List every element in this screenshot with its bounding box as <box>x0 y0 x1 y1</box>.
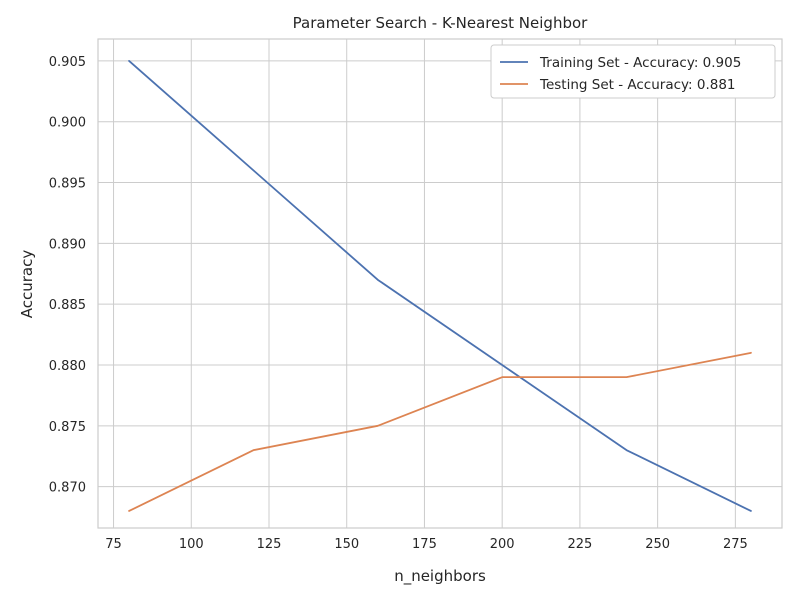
x-axis-label: n_neighbors <box>394 567 486 586</box>
y-axis-label: Accuracy <box>18 250 36 319</box>
x-tick-label: 225 <box>567 537 592 552</box>
x-tick-label: 150 <box>334 537 359 552</box>
tick-layer: 75 100 125 150 175 200 225 250 275 0.870 0.875 0.88… <box>49 55 748 552</box>
legend-label-training: Training Set - Accuracy: 0.905 <box>539 55 741 71</box>
x-tick-label: 75 <box>105 537 122 552</box>
series-line-testing <box>128 351 752 512</box>
y-tick-label: 0.880 <box>49 359 86 374</box>
legend-label-testing: Testing Set - Accuracy: 0.881 <box>539 77 736 93</box>
legend-box <box>490 44 776 99</box>
x-tick-label: 100 <box>179 537 204 552</box>
y-tick-label: 0.875 <box>49 420 86 435</box>
y-tick-label: 0.885 <box>49 298 86 313</box>
y-tick-label: 0.900 <box>49 116 86 131</box>
y-tick-label: 0.895 <box>49 177 86 192</box>
series-layer <box>128 60 752 512</box>
series-line-training <box>128 60 752 512</box>
x-tick-label: 200 <box>490 537 515 552</box>
plot-frame <box>97 38 783 529</box>
y-tick-label: 0.890 <box>49 237 86 252</box>
grid-layer <box>98 39 782 528</box>
legend: Training Set - Accuracy: 0.905 Testing S… <box>490 44 776 99</box>
y-tick-label: 0.905 <box>49 55 86 70</box>
x-tick-label: 125 <box>257 537 282 552</box>
x-tick-label: 250 <box>645 537 670 552</box>
chart-title: Parameter Search - K-Nearest Neighbor <box>293 14 588 32</box>
x-tick-label: 175 <box>412 537 437 552</box>
x-tick-label: 275 <box>723 537 748 552</box>
y-tick-label: 0.870 <box>49 481 86 496</box>
